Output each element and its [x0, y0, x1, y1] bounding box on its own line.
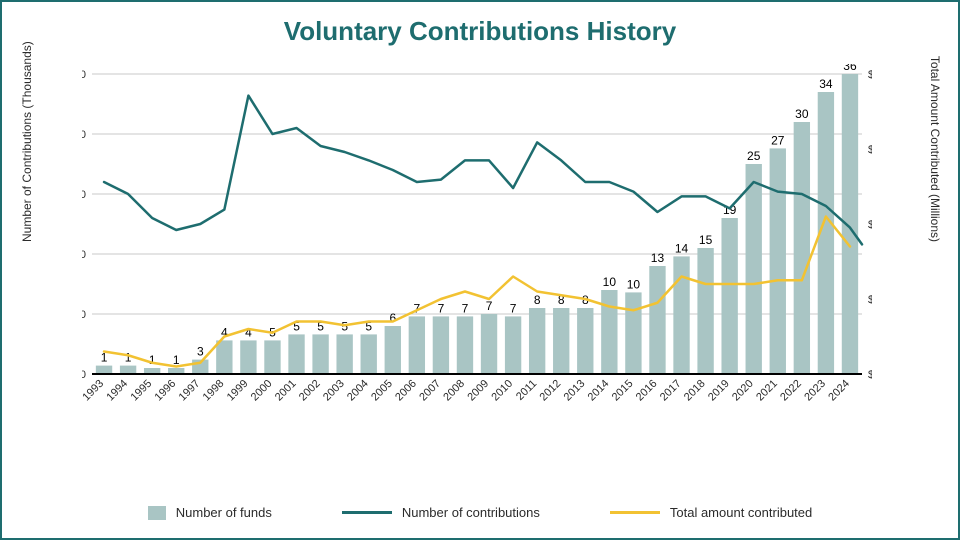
svg-text:2021: 2021 — [754, 378, 780, 404]
svg-text:$5: $5 — [868, 69, 872, 81]
svg-text:2000: 2000 — [249, 378, 275, 404]
legend-item-contributions: Number of contributions — [342, 505, 540, 520]
svg-text:2018: 2018 — [682, 378, 708, 404]
svg-text:2017: 2017 — [658, 378, 684, 404]
svg-text:10: 10 — [627, 277, 641, 291]
legend-label-contrib: Number of contributions — [402, 505, 540, 520]
svg-text:36: 36 — [843, 64, 857, 73]
svg-text:7: 7 — [462, 301, 469, 315]
legend-label-amount: Total amount contributed — [670, 505, 812, 520]
svg-text:2005: 2005 — [369, 378, 395, 404]
chart-frame: Voluntary Contributions History Number o… — [0, 0, 960, 540]
legend-swatch-contrib — [342, 511, 392, 514]
svg-text:2001: 2001 — [273, 378, 299, 404]
svg-text:2015: 2015 — [610, 378, 636, 404]
svg-text:6: 6 — [389, 311, 396, 325]
svg-text:2010: 2010 — [489, 378, 515, 404]
svg-text:2016: 2016 — [634, 378, 660, 404]
legend-label-bars: Number of funds — [176, 505, 272, 520]
svg-text:2013: 2013 — [562, 378, 588, 404]
svg-text:15: 15 — [699, 233, 713, 247]
y-right-axis-label: Total Amount Contributed (Millions) — [928, 56, 942, 242]
svg-text:2019: 2019 — [706, 378, 732, 404]
legend-swatch-bar — [148, 506, 166, 520]
legend: Number of funds Number of contributions … — [2, 505, 958, 520]
svg-text:2006: 2006 — [393, 378, 419, 404]
svg-text:2022: 2022 — [778, 378, 804, 404]
svg-text:1: 1 — [149, 353, 156, 367]
svg-text:2014: 2014 — [586, 378, 612, 404]
svg-text:4: 4 — [245, 325, 252, 339]
svg-text:27: 27 — [771, 133, 785, 147]
svg-text:2007: 2007 — [417, 378, 443, 404]
svg-text:$3: $3 — [868, 219, 872, 231]
svg-text:13: 13 — [651, 251, 665, 265]
svg-text:1993: 1993 — [82, 378, 106, 404]
svg-text:1: 1 — [125, 351, 132, 365]
svg-text:250.0: 250.0 — [82, 69, 86, 81]
svg-text:34: 34 — [819, 77, 833, 91]
svg-text:2004: 2004 — [345, 378, 371, 404]
legend-item-bars: Number of funds — [148, 505, 272, 520]
legend-item-amount: Total amount contributed — [610, 505, 812, 520]
svg-text:7: 7 — [510, 301, 517, 315]
svg-text:1999: 1999 — [225, 378, 251, 404]
y-left-axis-label: Number of Contributions (Thousands) — [20, 41, 34, 242]
svg-text:2003: 2003 — [321, 378, 347, 404]
svg-text:30: 30 — [795, 107, 809, 121]
svg-text:$4: $4 — [868, 144, 872, 156]
svg-text:8: 8 — [534, 293, 541, 307]
svg-text:2023: 2023 — [802, 378, 828, 404]
svg-text:2008: 2008 — [441, 378, 467, 404]
svg-text:3: 3 — [197, 345, 204, 359]
svg-text:10: 10 — [603, 275, 617, 289]
chart-title: Voluntary Contributions History — [2, 16, 958, 47]
svg-text:50.0: 50.0 — [82, 309, 86, 321]
svg-text:1998: 1998 — [201, 378, 227, 404]
svg-text:7: 7 — [438, 301, 445, 315]
svg-text:200.0: 200.0 — [82, 129, 86, 141]
svg-text:7: 7 — [486, 299, 493, 313]
svg-text:2012: 2012 — [538, 378, 564, 404]
svg-text:1994: 1994 — [104, 378, 130, 404]
legend-swatch-amount — [610, 511, 660, 514]
svg-text:1997: 1997 — [177, 378, 203, 404]
svg-text:100.0: 100.0 — [82, 249, 86, 261]
svg-text:$2: $2 — [868, 294, 872, 306]
svg-text:150.0: 150.0 — [82, 189, 86, 201]
chart-plot: 0.0 50.0 100.0 150.0 200.0 250.0 $1 $2 $3 $4 $5 1 1 1… — [82, 64, 872, 424]
svg-text:1995: 1995 — [128, 378, 154, 404]
svg-text:2020: 2020 — [730, 378, 756, 404]
svg-text:1996: 1996 — [153, 378, 179, 404]
svg-text:25: 25 — [747, 149, 761, 163]
svg-text:0.0: 0.0 — [82, 369, 86, 381]
svg-text:2011: 2011 — [514, 378, 539, 403]
svg-text:$1: $1 — [868, 369, 872, 381]
svg-text:2024: 2024 — [826, 378, 852, 404]
svg-text:14: 14 — [675, 241, 689, 255]
svg-text:2009: 2009 — [465, 378, 491, 404]
svg-text:2002: 2002 — [297, 378, 323, 404]
